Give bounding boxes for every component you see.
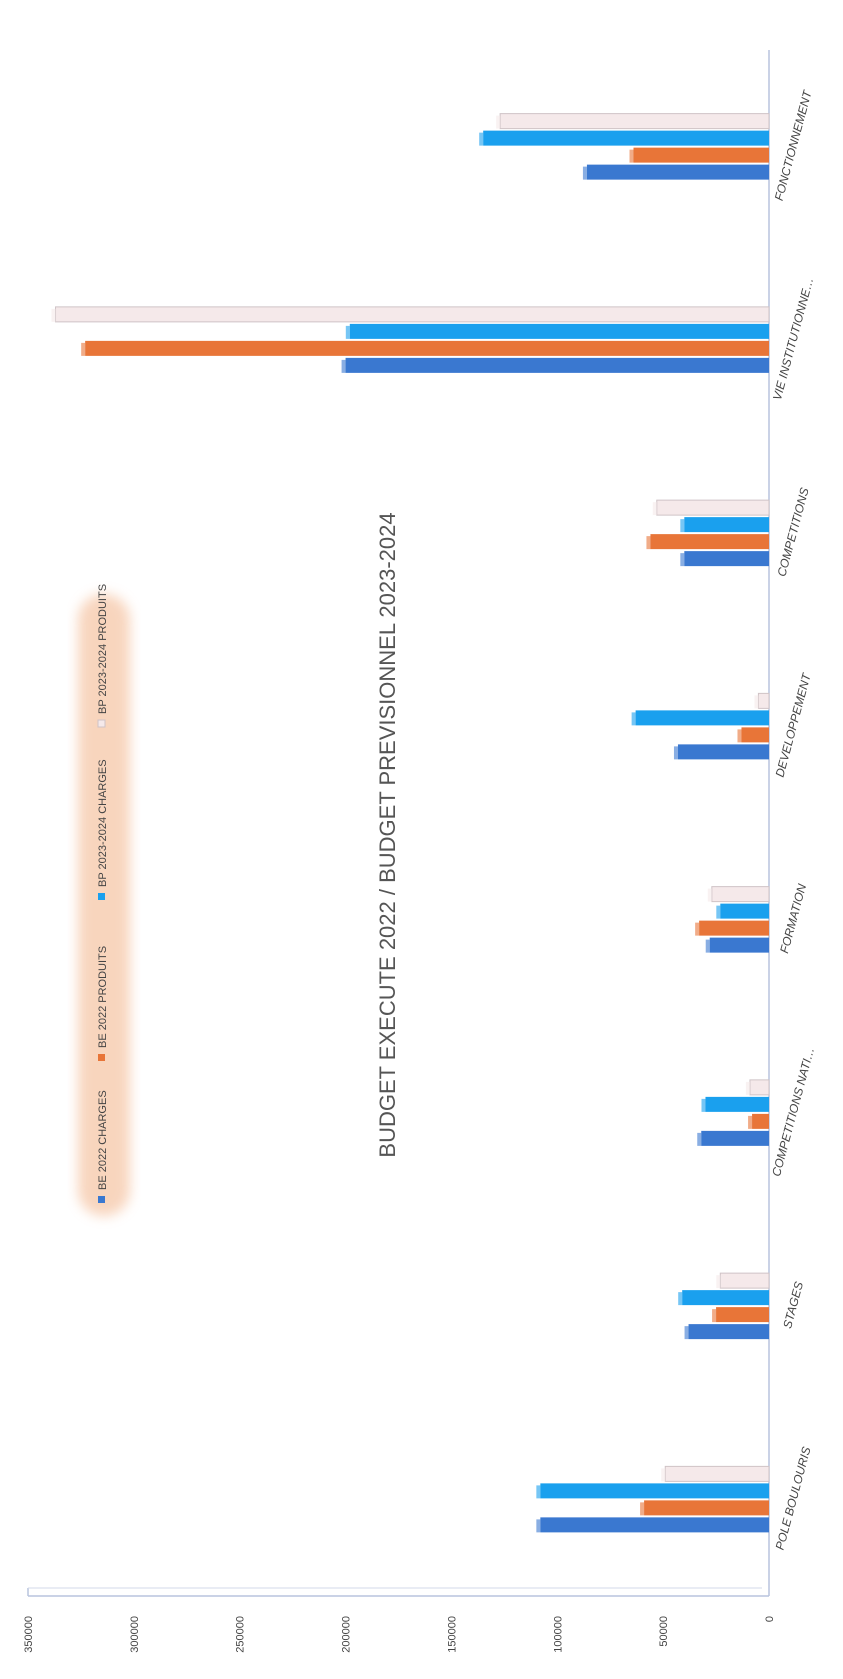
bar bbox=[483, 130, 769, 146]
bar bbox=[656, 499, 770, 516]
category-label: POLE BOULOURIS bbox=[773, 1445, 814, 1551]
bar-end-face bbox=[701, 1098, 706, 1112]
bar-end-face bbox=[737, 729, 742, 743]
bar-end-face bbox=[712, 1309, 717, 1323]
category-label: COMPETITIONS NATI… bbox=[769, 1046, 817, 1178]
bar-end-face bbox=[695, 922, 700, 936]
bar bbox=[682, 1290, 769, 1306]
bar bbox=[650, 534, 769, 550]
legend-swatch bbox=[98, 1196, 105, 1203]
legend-swatch bbox=[97, 719, 106, 728]
bar-end-face bbox=[680, 553, 685, 567]
y-tick-label: 250000 bbox=[235, 1616, 247, 1653]
category-label: STAGES bbox=[780, 1280, 806, 1330]
category-label: FORMATION bbox=[777, 882, 809, 955]
bar-end-face bbox=[479, 132, 484, 146]
bar-end-face bbox=[697, 1132, 702, 1146]
legend-swatch bbox=[98, 1054, 105, 1061]
bar-end-face bbox=[345, 325, 350, 339]
bar-end-face bbox=[652, 502, 657, 516]
y-tick-label: 100000 bbox=[552, 1616, 564, 1653]
y-tick-label: 0 bbox=[764, 1616, 776, 1622]
bar bbox=[684, 517, 769, 533]
bar bbox=[677, 744, 769, 760]
bar bbox=[711, 886, 770, 903]
bar bbox=[688, 1324, 769, 1340]
bar-end-face bbox=[51, 308, 56, 322]
bar-end-face bbox=[680, 519, 685, 533]
y-tick-label: 200000 bbox=[341, 1616, 353, 1653]
bar bbox=[349, 323, 769, 339]
bar bbox=[716, 1307, 769, 1323]
category-label: COMPETITIONS bbox=[775, 486, 812, 578]
bar-end-face bbox=[748, 1115, 753, 1129]
bar-end-face bbox=[716, 1275, 721, 1289]
bar-end-face bbox=[754, 695, 759, 709]
bar bbox=[644, 1500, 769, 1516]
bar-end-face bbox=[536, 1519, 541, 1533]
bar bbox=[752, 1113, 769, 1129]
bar bbox=[664, 1465, 770, 1482]
bar bbox=[586, 164, 769, 180]
legend-label: BE 2022 CHARGES bbox=[97, 1090, 109, 1190]
bar-end-face bbox=[661, 1468, 666, 1482]
legend-background bbox=[78, 594, 130, 1216]
bar-end-face bbox=[629, 149, 634, 163]
bar-end-face bbox=[673, 746, 678, 760]
category-label: FONCTIONNEMENT bbox=[772, 87, 815, 202]
bar bbox=[709, 937, 769, 953]
legend-label: BP 2023-2024 CHARGES bbox=[97, 759, 109, 887]
bar bbox=[499, 113, 770, 130]
category-label: VIE INSTITUTIONNE… bbox=[770, 276, 816, 402]
bar bbox=[540, 1483, 769, 1499]
bar-end-face bbox=[582, 166, 587, 180]
bar bbox=[701, 1130, 769, 1146]
legend-label: BP 2023-2024 PRODUITS bbox=[97, 584, 109, 714]
bar-end-face bbox=[341, 359, 346, 373]
y-tick-label: 150000 bbox=[446, 1616, 458, 1653]
bar bbox=[720, 903, 769, 919]
legend: BE 2022 CHARGES BE 2022 PRODUITS BP 2023-2… bbox=[78, 584, 130, 1216]
bar-end-face bbox=[705, 939, 710, 953]
bar-end-face bbox=[684, 1326, 689, 1340]
y-tick-label: 350000 bbox=[23, 1616, 35, 1653]
y-tick-label: 300000 bbox=[129, 1616, 141, 1653]
bar bbox=[345, 357, 769, 373]
bar bbox=[635, 710, 769, 726]
bar-end-face bbox=[646, 536, 651, 550]
category-label: DEVELOPPEMENT bbox=[773, 670, 815, 778]
y-tick-label: 50000 bbox=[658, 1616, 670, 1647]
bar-end-face bbox=[707, 888, 712, 902]
bar-end-face bbox=[631, 712, 636, 726]
bar-end-face bbox=[678, 1292, 683, 1306]
bar bbox=[749, 1079, 770, 1096]
bar bbox=[741, 727, 769, 743]
bar bbox=[85, 340, 770, 356]
bar-end-face bbox=[81, 342, 86, 356]
bar bbox=[719, 1272, 770, 1289]
bar bbox=[684, 551, 769, 567]
chart-title: BUDGET EXECUTE 2022 / BUDGET PREVISIONNE… bbox=[375, 512, 400, 1157]
bar bbox=[757, 692, 770, 709]
legend-swatch bbox=[98, 893, 105, 900]
bar bbox=[699, 920, 769, 936]
bar-end-face bbox=[640, 1502, 645, 1516]
bar bbox=[540, 1517, 769, 1533]
bar-end-face bbox=[496, 115, 501, 129]
bar bbox=[705, 1096, 769, 1112]
bar-end-face bbox=[536, 1485, 541, 1499]
bar-end-face bbox=[745, 1081, 750, 1095]
bar bbox=[633, 147, 769, 163]
bar bbox=[55, 306, 770, 323]
bar-end-face bbox=[716, 905, 721, 919]
legend-label: BE 2022 PRODUITS bbox=[97, 946, 109, 1048]
